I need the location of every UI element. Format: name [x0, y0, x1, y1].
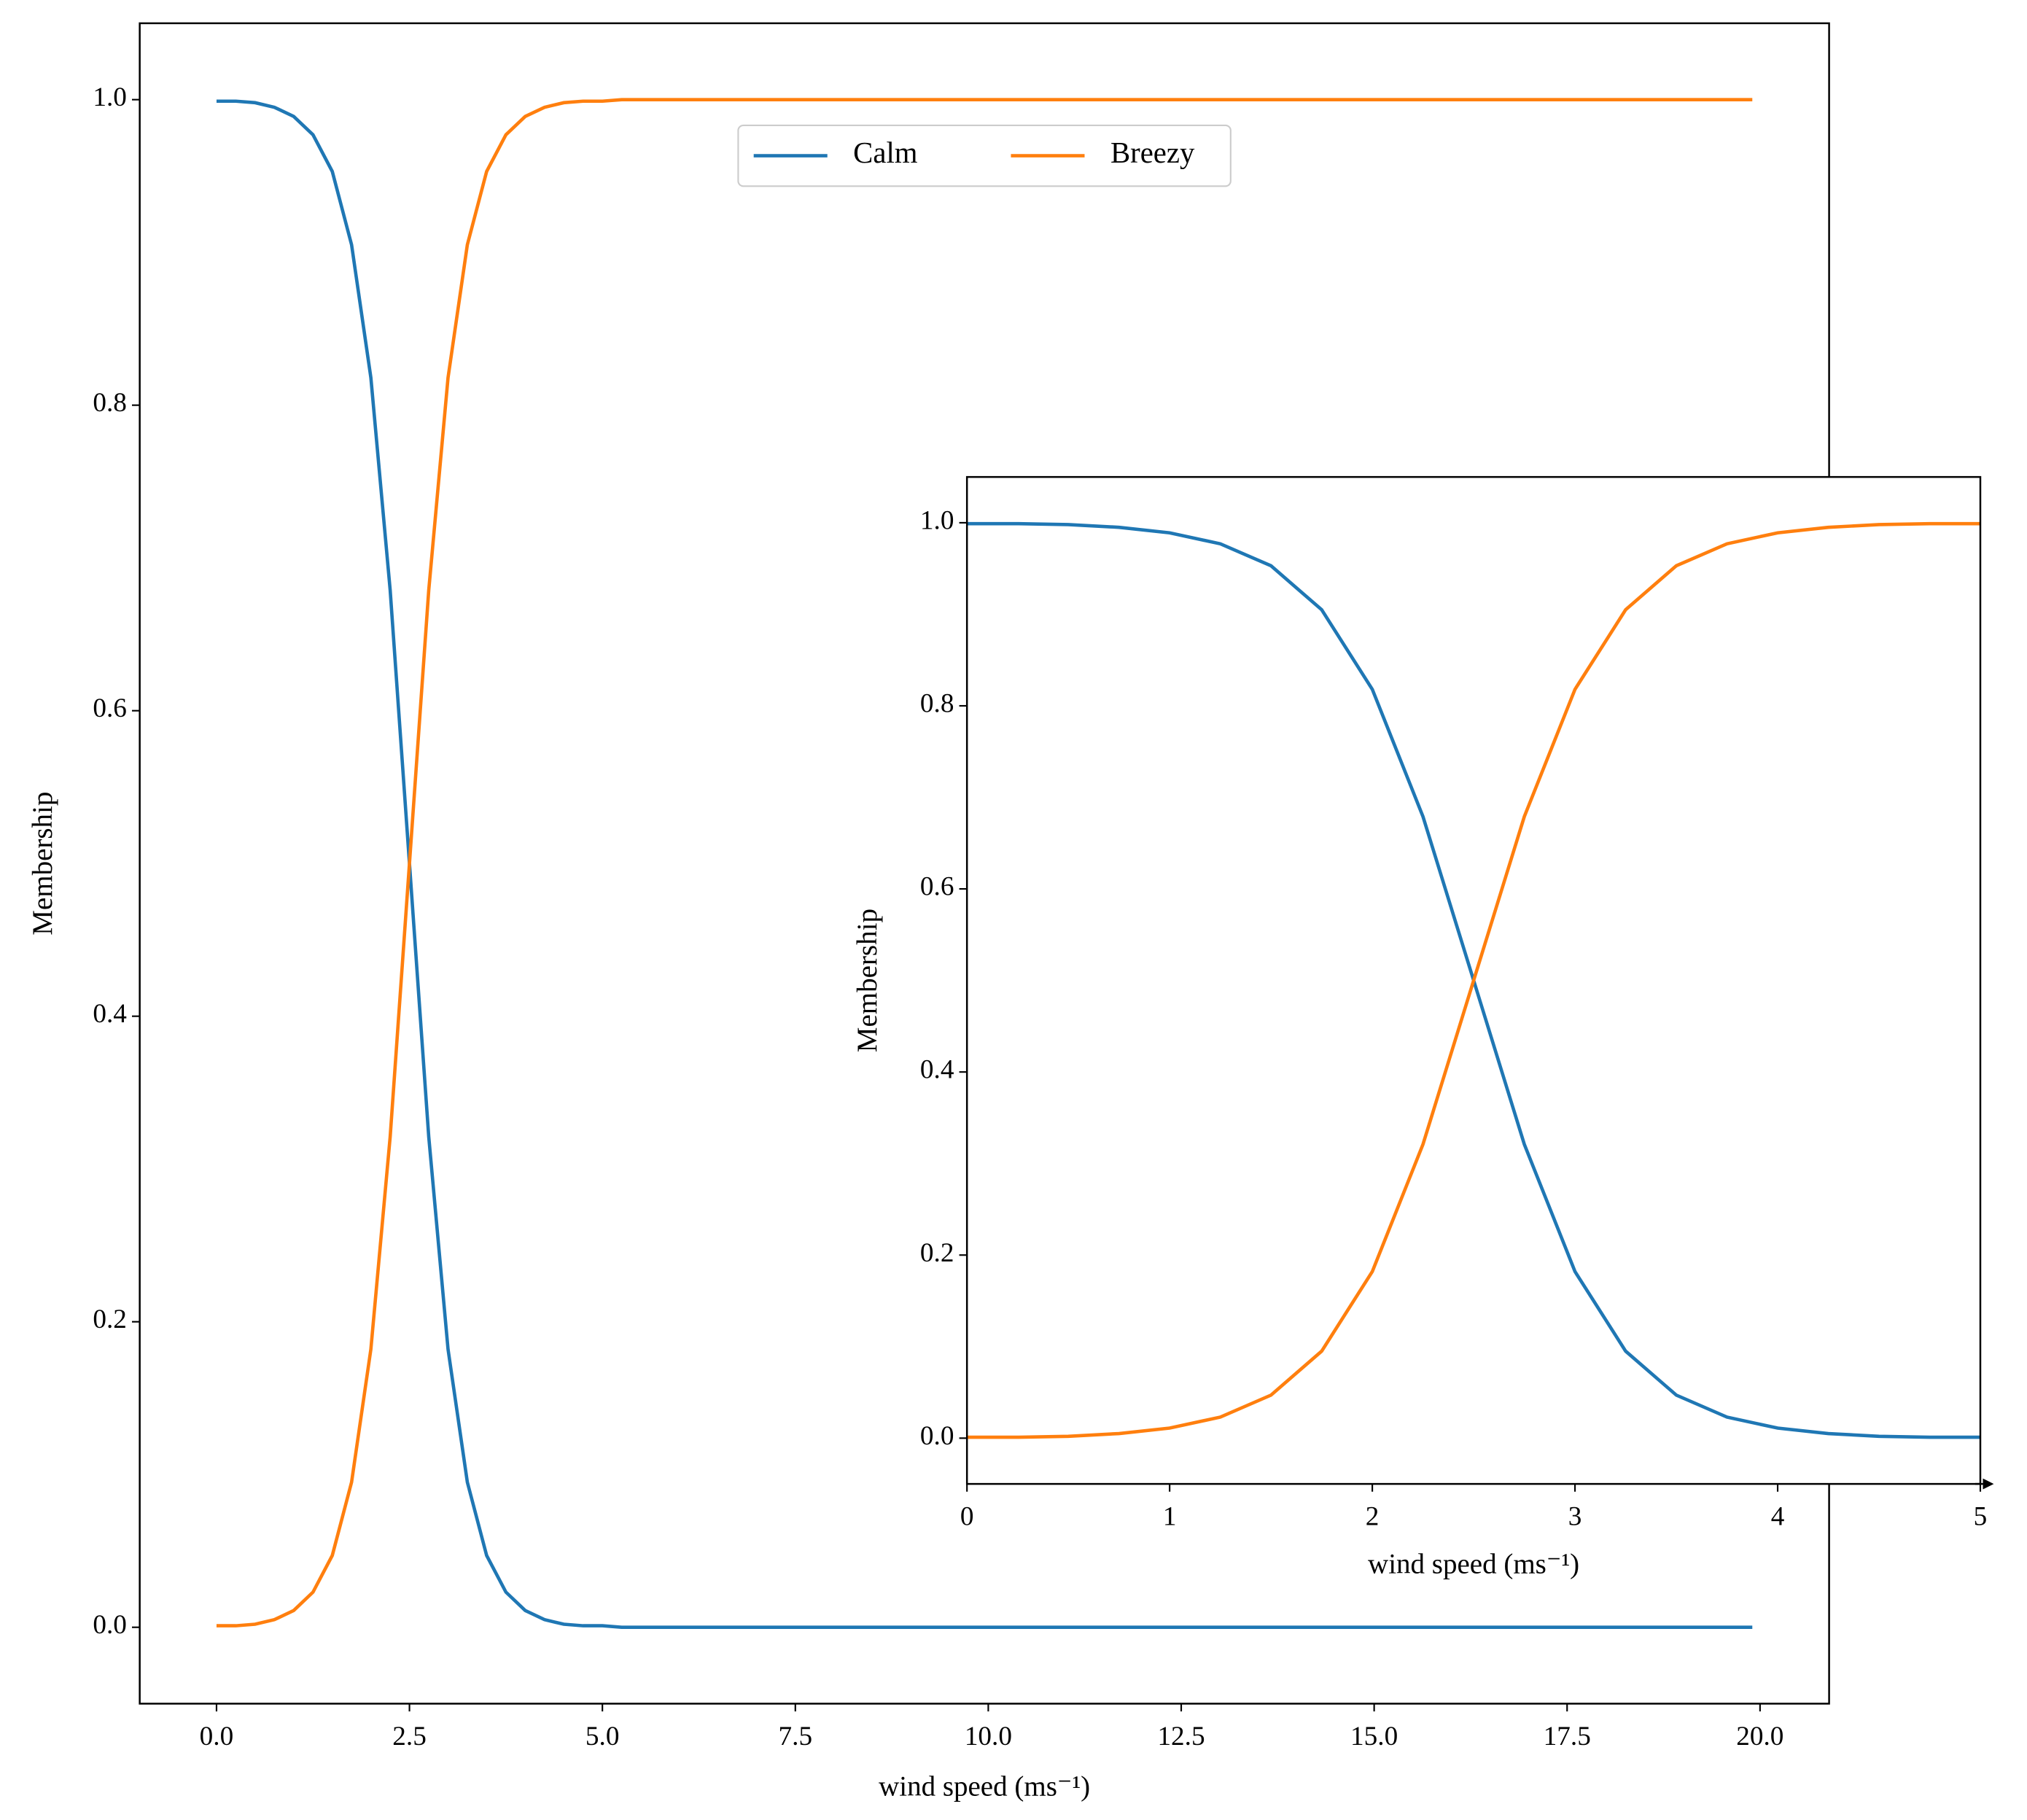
x-tick-label: 15.0: [1350, 1722, 1398, 1751]
x-tick-label: 1: [1163, 1502, 1177, 1532]
y-tick-label: 0.4: [93, 999, 127, 1029]
legend-label: Breezy: [1110, 136, 1195, 169]
y-tick-label: 1.0: [93, 82, 127, 112]
plot-frame: [965, 475, 1982, 1485]
y-tick-label: 0.0: [93, 1610, 127, 1640]
y-tick-label: 0.0: [920, 1421, 954, 1451]
y-tick-label: 0.2: [920, 1238, 954, 1268]
line: [216, 98, 1753, 1628]
y-tick-label: 1.0: [920, 505, 954, 535]
y-axis-label: Membership: [852, 909, 883, 1052]
y-tick-label: 0.8: [920, 689, 954, 719]
x-tick-label: 0.0: [200, 1722, 234, 1751]
x-tick-label: 2: [1366, 1502, 1380, 1532]
x-tick-label: 0: [960, 1502, 974, 1532]
x-axis-label: wind speed (ms⁻¹): [1368, 1548, 1579, 1579]
x-tick-label: 5: [1974, 1502, 1988, 1532]
legend-label: Calm: [853, 136, 918, 169]
legend-box: [737, 124, 1232, 187]
line: [216, 99, 1753, 1630]
x-tick-label: 12.5: [1157, 1722, 1205, 1751]
y-tick-label: 0.6: [93, 693, 127, 723]
x-axis-label: wind speed (ms⁻¹): [879, 1770, 1090, 1802]
line: [967, 521, 1980, 1439]
x-tick-label: 7.5: [779, 1722, 813, 1751]
x-tick-label: 2.5: [392, 1722, 427, 1751]
y-tick-label: 0.6: [920, 872, 954, 902]
x-tick-label: 3: [1568, 1502, 1582, 1532]
x-tick-label: 17.5: [1544, 1722, 1591, 1751]
x-tick-label: 5.0: [585, 1722, 620, 1751]
x-tick-label: 20.0: [1736, 1722, 1783, 1751]
y-tick-label: 0.2: [93, 1304, 127, 1334]
x-tick-label: 4: [1771, 1502, 1785, 1532]
y-tick-label: 0.8: [93, 388, 127, 418]
y-axis-label: Membership: [27, 792, 58, 936]
y-tick-label: 0.4: [920, 1055, 954, 1085]
x-tick-label: 10.0: [965, 1722, 1012, 1751]
